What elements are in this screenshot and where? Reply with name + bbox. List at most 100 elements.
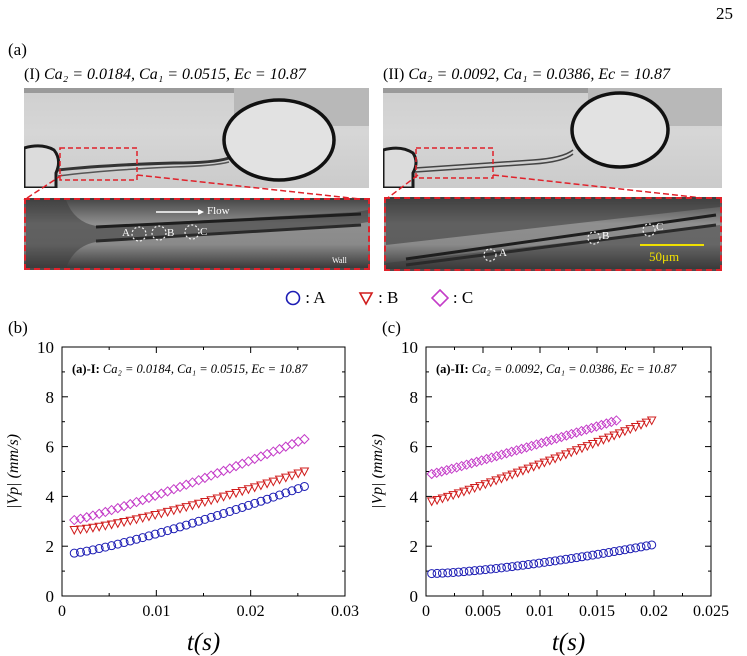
data-point-C bbox=[461, 459, 472, 470]
legend-item-B: : B bbox=[358, 288, 399, 308]
data-point-B bbox=[100, 521, 111, 531]
diamond-icon bbox=[430, 288, 449, 308]
panel-II-zoom-view: A B C 50μm bbox=[384, 197, 722, 271]
data-point-C bbox=[431, 467, 442, 478]
panel-II-zoom-drawing bbox=[386, 199, 720, 269]
data-point-B bbox=[577, 444, 587, 454]
data-point-A bbox=[641, 541, 651, 551]
data-point-C bbox=[125, 498, 136, 510]
panel-label-c: (c) bbox=[382, 318, 401, 337]
data-point-C bbox=[516, 443, 527, 455]
panel-I-caption: Ca₂ = 0.0184, Ca₁ = 0.0515, Ec = 10.87 bbox=[43, 66, 306, 83]
data-point-C bbox=[521, 442, 532, 453]
y-tick-label: 6 bbox=[46, 438, 55, 457]
data-point-B bbox=[630, 422, 641, 433]
data-point-B bbox=[501, 472, 512, 482]
data-point-B bbox=[480, 480, 491, 490]
data-point-A bbox=[534, 558, 544, 568]
x-tick-label: 0.015 bbox=[579, 603, 615, 620]
data-point-C bbox=[536, 437, 547, 449]
y-tick-label: 8 bbox=[46, 388, 55, 407]
data-point-A bbox=[225, 506, 235, 516]
scale-bar-label: 50μm bbox=[649, 249, 680, 264]
data-point-A bbox=[231, 504, 241, 514]
data-point-A bbox=[262, 494, 272, 504]
flow-label: Flow bbox=[207, 205, 230, 217]
data-point-C bbox=[441, 464, 452, 476]
data-point-C bbox=[471, 456, 482, 468]
data-point-A bbox=[486, 564, 496, 574]
data-point-A bbox=[275, 490, 285, 500]
x-tick-label: 0.03 bbox=[331, 603, 359, 620]
data-point-C bbox=[261, 448, 273, 460]
data-point-B bbox=[137, 513, 148, 523]
data-point-C bbox=[596, 419, 607, 431]
legend-label-B: : B bbox=[378, 288, 399, 307]
data-point-B bbox=[175, 504, 185, 514]
data-point-B bbox=[646, 416, 657, 426]
data-point-A bbox=[625, 544, 635, 554]
data-point-C bbox=[556, 431, 567, 443]
y-tick-label: 10 bbox=[37, 338, 54, 357]
data-point-B bbox=[442, 492, 453, 502]
data-point-C bbox=[581, 424, 592, 435]
data-point-B bbox=[625, 425, 636, 435]
data-point-A bbox=[94, 544, 104, 554]
data-point-C bbox=[491, 450, 502, 462]
legend-label-C: : C bbox=[452, 288, 474, 307]
data-point-B bbox=[280, 473, 291, 483]
data-point-C bbox=[436, 466, 447, 477]
data-point-A bbox=[577, 552, 587, 562]
marker-B-label-II: B bbox=[602, 230, 610, 242]
data-point-B bbox=[268, 477, 279, 487]
data-point-C bbox=[293, 436, 304, 447]
data-point-B bbox=[218, 492, 229, 502]
data-point-B bbox=[550, 454, 560, 464]
data-point-B bbox=[119, 518, 129, 528]
data-point-C bbox=[75, 513, 86, 524]
data-point-A bbox=[287, 486, 297, 496]
data-point-C bbox=[299, 433, 310, 445]
data-point-C bbox=[546, 434, 557, 446]
panel-I-zoom-view: Flow A B C Wall bbox=[24, 198, 370, 270]
circle-icon bbox=[285, 290, 301, 306]
data-point-A bbox=[545, 557, 555, 567]
data-point-C bbox=[511, 445, 522, 456]
y-tick-label: 4 bbox=[410, 487, 419, 506]
data-point-B bbox=[496, 474, 507, 484]
data-point-C bbox=[118, 500, 130, 512]
data-point-A bbox=[75, 547, 85, 557]
panel-II-header: (II) Ca₂ = 0.0092, Ca₁ = 0.0386, Ec = 10… bbox=[383, 66, 670, 84]
y-tick-label: 0 bbox=[46, 587, 55, 606]
panel-I-channel-drawing bbox=[24, 88, 369, 188]
data-point-B bbox=[94, 522, 104, 532]
x-axis-label: t(s) bbox=[187, 629, 220, 656]
data-point-B bbox=[491, 476, 501, 486]
data-point-C bbox=[106, 504, 117, 516]
data-point-A bbox=[113, 539, 123, 549]
data-point-A bbox=[620, 545, 630, 555]
data-point-A bbox=[119, 538, 129, 548]
data-point-A bbox=[427, 569, 437, 579]
data-point-B bbox=[582, 442, 593, 452]
data-point-A bbox=[561, 554, 571, 564]
data-point-A bbox=[496, 563, 506, 573]
data-point-A bbox=[454, 567, 464, 577]
data-point-B bbox=[193, 499, 204, 509]
data-point-B bbox=[168, 506, 179, 516]
data-point-B bbox=[299, 467, 310, 477]
data-point-A bbox=[539, 557, 549, 567]
data-point-B bbox=[485, 478, 496, 488]
data-point-B bbox=[437, 494, 448, 504]
data-point-B bbox=[200, 497, 210, 508]
data-point-C bbox=[466, 458, 477, 469]
marker-A-label-II: A bbox=[499, 247, 507, 259]
data-point-C bbox=[526, 440, 537, 452]
data-point-A bbox=[507, 562, 517, 572]
data-point-B bbox=[187, 501, 198, 511]
y-tick-label: 8 bbox=[410, 388, 419, 407]
data-point-B bbox=[81, 524, 92, 534]
data-point-A bbox=[604, 547, 614, 557]
panel-I-zoom-drawing bbox=[26, 200, 368, 268]
data-point-A bbox=[200, 514, 210, 524]
